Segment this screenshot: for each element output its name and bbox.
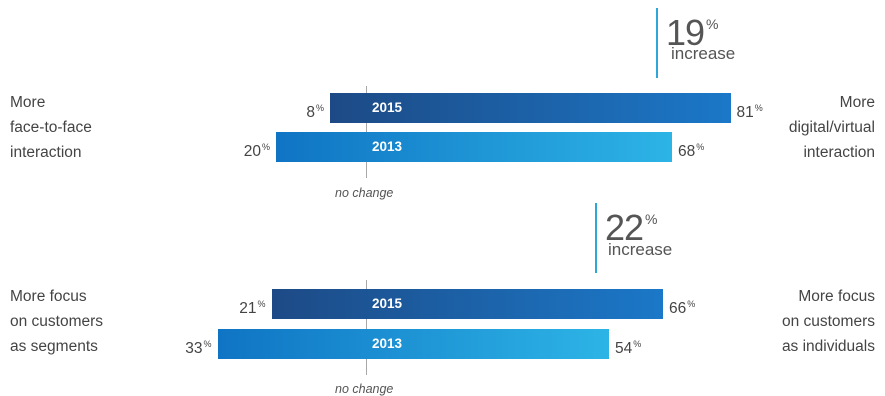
left-value-label: 21% — [239, 299, 266, 317]
right-value-label: 66% — [669, 299, 696, 317]
right-value-label: 81% — [736, 103, 763, 121]
chart-panel-2: 22% increase More focus on customers as … — [0, 200, 885, 396]
increase-rule — [656, 8, 658, 78]
right-value-label: 68% — [678, 142, 705, 160]
right-value-label: 54% — [615, 339, 642, 357]
increase-rule — [595, 203, 597, 273]
bar-year-label: 2013 — [372, 336, 403, 351]
left-label: More focus on customers as segments — [10, 288, 104, 355]
bar-year-label: 2015 — [372, 100, 403, 115]
right-label: More focus on customers as individuals — [781, 288, 875, 355]
left-value-label: 33% — [185, 339, 212, 357]
no-change-label: no change — [335, 186, 394, 200]
right-label: More digital/virtual interaction — [788, 94, 875, 161]
increase-value: 22% — [605, 207, 658, 248]
bar-year-label: 2015 — [372, 296, 403, 311]
bar-2015: 2015 — [330, 93, 731, 123]
no-change-label: no change — [335, 382, 394, 396]
zero-axis — [366, 280, 367, 375]
chart-panel-1: 19% increase More face-to-face interacti… — [10, 8, 875, 200]
left-value-label: 8% — [306, 103, 324, 121]
left-label: More face-to-face interaction — [10, 94, 92, 161]
bar-2013: 2013 — [276, 132, 672, 162]
increase-word: increase — [608, 240, 673, 259]
increase-value: 19% — [666, 12, 719, 53]
bar-2015: 2015 — [271, 289, 663, 319]
increase-word: increase — [671, 44, 736, 63]
bar-2013: 2013 — [217, 329, 609, 359]
left-value-label: 20% — [243, 142, 270, 160]
bar-year-label: 2013 — [372, 139, 403, 154]
